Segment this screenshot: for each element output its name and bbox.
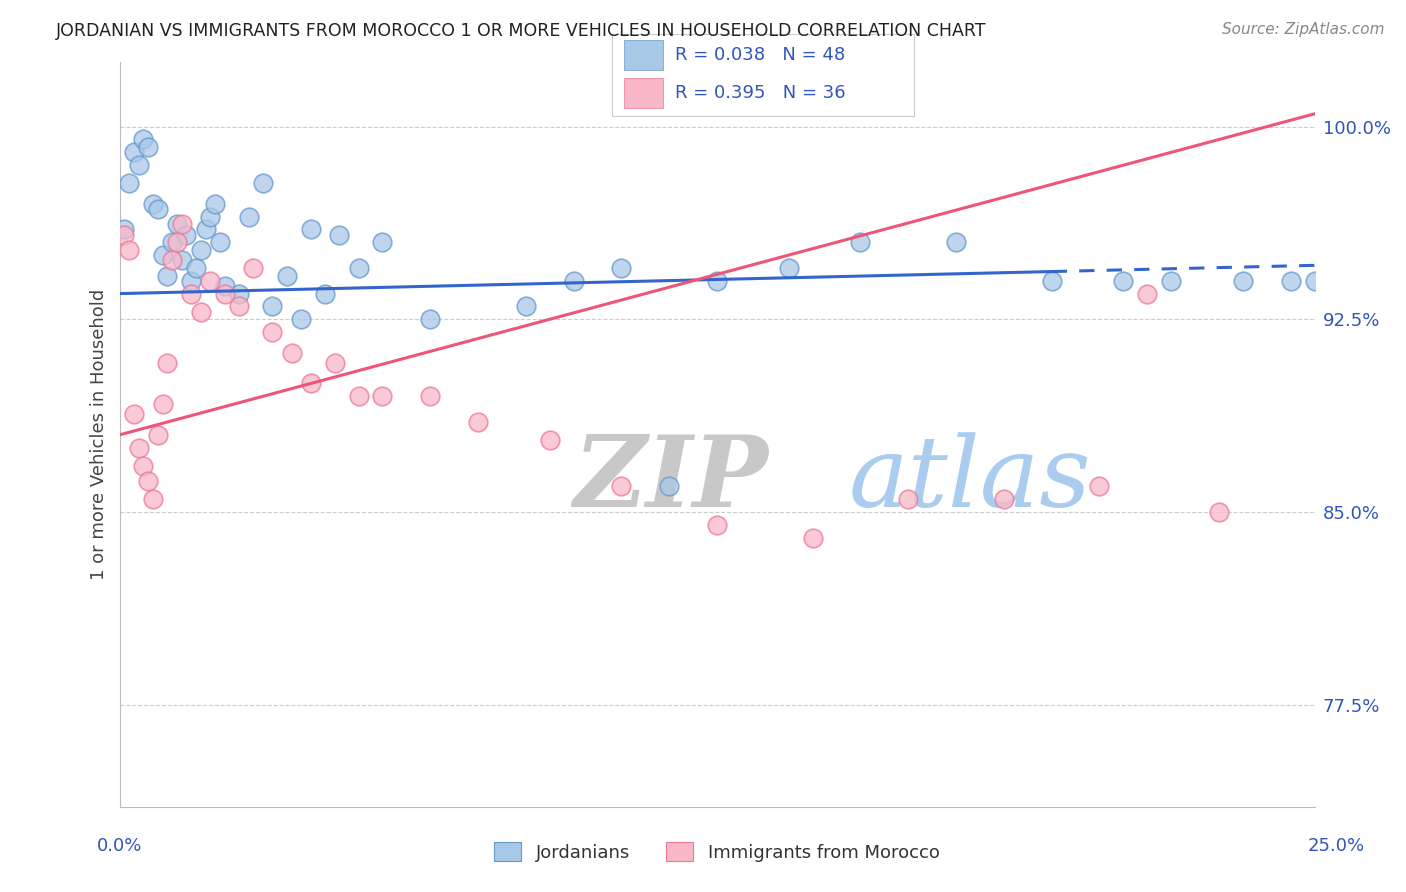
Point <box>706 274 728 288</box>
Point <box>160 235 183 250</box>
Point <box>112 227 135 242</box>
Legend: Jordanians, Immigrants from Morocco: Jordanians, Immigrants from Morocco <box>488 835 946 869</box>
Point <box>146 202 169 216</box>
Point <box>610 479 633 493</box>
Point <box>1208 505 1230 519</box>
Point <box>176 227 198 242</box>
Point <box>658 479 681 493</box>
Point <box>299 222 322 236</box>
Point <box>170 217 193 231</box>
Point <box>180 286 202 301</box>
Point <box>467 415 489 429</box>
Point <box>194 222 217 236</box>
Point <box>208 235 231 250</box>
Point <box>610 260 633 275</box>
Point <box>1232 274 1254 288</box>
Point <box>190 304 212 318</box>
Point <box>419 312 441 326</box>
Point <box>122 145 145 160</box>
Point <box>170 253 193 268</box>
Point <box>276 268 298 283</box>
Point <box>299 376 322 391</box>
Point <box>132 132 155 146</box>
Point <box>371 235 394 250</box>
Text: 25.0%: 25.0% <box>1308 837 1364 855</box>
Point <box>262 300 284 314</box>
Point <box>897 491 920 506</box>
Point <box>136 474 159 488</box>
Point <box>323 356 346 370</box>
Point <box>238 210 260 224</box>
Point <box>262 325 284 339</box>
Y-axis label: 1 or more Vehicles in Household: 1 or more Vehicles in Household <box>90 289 108 581</box>
Point <box>160 253 183 268</box>
Text: Source: ZipAtlas.com: Source: ZipAtlas.com <box>1222 22 1385 37</box>
FancyBboxPatch shape <box>624 40 664 70</box>
FancyBboxPatch shape <box>624 78 664 108</box>
Point <box>142 196 165 211</box>
Point <box>993 491 1015 506</box>
Point <box>1279 274 1302 288</box>
Point <box>136 140 159 154</box>
Point <box>180 274 202 288</box>
Point <box>1136 286 1159 301</box>
Point <box>242 260 264 275</box>
Point <box>1112 274 1135 288</box>
Point <box>1160 274 1182 288</box>
Point <box>562 274 585 288</box>
Point <box>156 268 179 283</box>
Point <box>200 210 222 224</box>
Point <box>214 286 236 301</box>
Point <box>214 278 236 293</box>
Point <box>118 176 141 190</box>
Point <box>228 300 250 314</box>
Text: ZIP: ZIP <box>574 432 769 528</box>
Point <box>152 397 174 411</box>
Point <box>152 248 174 262</box>
Point <box>1088 479 1111 493</box>
Point <box>801 531 824 545</box>
Point <box>146 427 169 442</box>
Point <box>184 260 207 275</box>
Point <box>112 222 135 236</box>
Text: JORDANIAN VS IMMIGRANTS FROM MOROCCO 1 OR MORE VEHICLES IN HOUSEHOLD CORRELATION: JORDANIAN VS IMMIGRANTS FROM MOROCCO 1 O… <box>56 22 987 40</box>
Point <box>132 458 155 473</box>
Point <box>347 389 370 403</box>
Point <box>1303 274 1326 288</box>
Point <box>166 217 188 231</box>
Point <box>200 274 222 288</box>
Point <box>128 441 150 455</box>
Point <box>515 300 537 314</box>
Point <box>538 433 561 447</box>
Point <box>314 286 336 301</box>
Point <box>945 235 967 250</box>
Point <box>122 407 145 421</box>
Point <box>142 491 165 506</box>
Point <box>328 227 350 242</box>
Text: 0.0%: 0.0% <box>97 837 142 855</box>
Point <box>419 389 441 403</box>
Point <box>190 243 212 257</box>
Point <box>347 260 370 275</box>
Point <box>156 356 179 370</box>
Point <box>204 196 226 211</box>
Point <box>849 235 872 250</box>
Text: R = 0.038   N = 48: R = 0.038 N = 48 <box>675 46 845 64</box>
Point <box>228 286 250 301</box>
Point <box>371 389 394 403</box>
Point <box>706 517 728 532</box>
Point <box>252 176 274 190</box>
Point <box>128 158 150 172</box>
Point <box>166 235 188 250</box>
Text: R = 0.395   N = 36: R = 0.395 N = 36 <box>675 84 846 102</box>
Point <box>280 345 302 359</box>
Point <box>118 243 141 257</box>
Point <box>290 312 312 326</box>
Text: atlas: atlas <box>849 432 1091 527</box>
Point <box>1040 274 1063 288</box>
Point <box>778 260 800 275</box>
